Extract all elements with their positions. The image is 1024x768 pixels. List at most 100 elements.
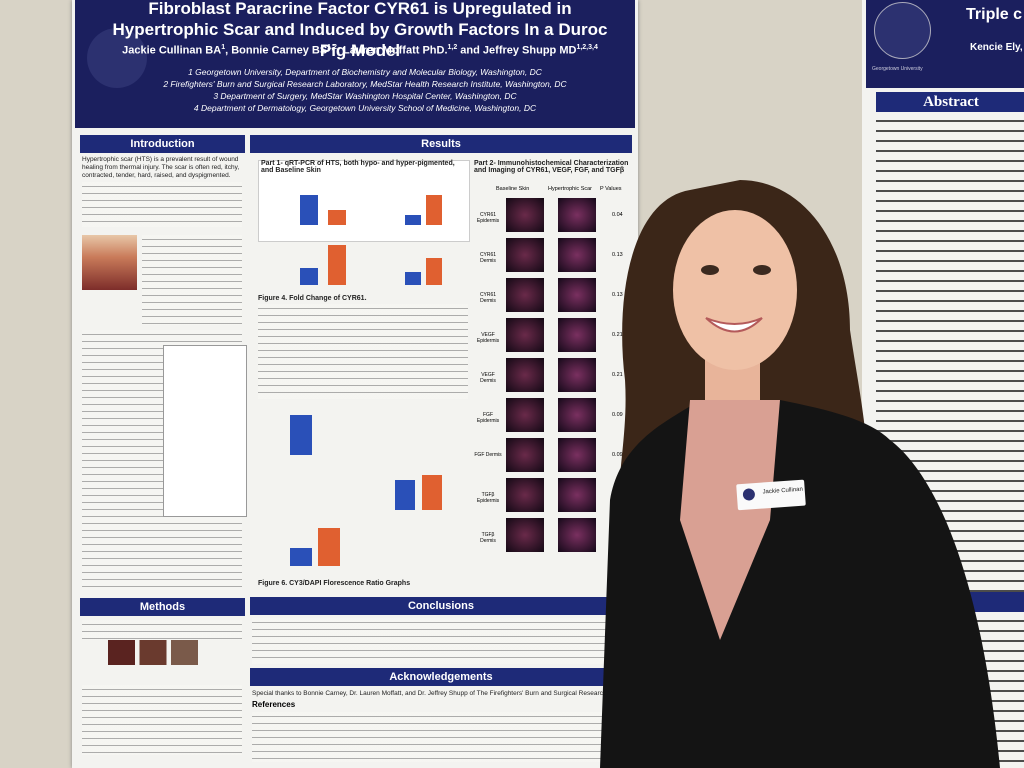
bar xyxy=(426,195,442,225)
author: , Bonnie Carney BS xyxy=(225,44,328,57)
bar xyxy=(290,548,312,566)
row-label: FGF Dermis xyxy=(474,452,502,458)
p-value: 0.21 xyxy=(612,372,623,378)
section-heading: References xyxy=(252,700,296,709)
affiliation: 3 Department of Surgery, MedStar Washing… xyxy=(213,91,517,101)
logo xyxy=(87,28,147,88)
bar xyxy=(405,272,421,285)
figure xyxy=(82,235,137,290)
affiliations: 1 Georgetown University, Department of B… xyxy=(135,66,595,114)
poster-title: Fibroblast Paracrine Factor CYR61 is Upr… xyxy=(112,0,608,60)
row-label: CYR61 Dermis xyxy=(479,252,497,264)
micrograph xyxy=(506,278,544,312)
section-heading-partial xyxy=(960,592,1024,612)
section-heading: Methods xyxy=(80,598,245,616)
name-tag-text: Jackie Cullinan xyxy=(762,487,803,496)
text-block xyxy=(82,685,242,755)
micrograph xyxy=(506,318,544,352)
figure-title: Part 2- Immunohistochemical Characteriza… xyxy=(474,160,629,174)
section-heading: Abstract xyxy=(876,92,1024,112)
row-label: CYR61 Epidermis xyxy=(476,212,500,224)
author: and Jeffrey Shupp MD xyxy=(457,44,577,57)
blouse xyxy=(680,400,780,640)
university: Georgetown University xyxy=(872,66,923,72)
section-heading: Conclusions xyxy=(250,597,632,615)
bar xyxy=(328,245,346,285)
micrograph xyxy=(506,398,544,432)
paragraph: Special thanks to Bonnie Carney, Dr. Lau… xyxy=(252,690,632,697)
bar xyxy=(318,528,340,566)
column-header: P Values xyxy=(600,186,622,192)
author-superscript: 1,2 xyxy=(447,44,458,51)
smile xyxy=(705,317,763,333)
bar xyxy=(395,480,415,510)
text-block xyxy=(82,182,242,227)
authors: Jackie Cullinan BA1, Bonnie Carney BS1,2… xyxy=(105,44,615,57)
row-label: CYR61 Dermis xyxy=(479,292,497,304)
author: Jackie Cullinan BA xyxy=(122,44,222,57)
micrograph xyxy=(506,478,544,512)
author-superscript: 1 xyxy=(221,44,226,51)
affiliation: 2 Firefighters' Burn and Surgical Resear… xyxy=(163,79,567,89)
micrograph xyxy=(558,238,596,272)
bar xyxy=(328,210,346,225)
bar xyxy=(300,195,318,225)
micrograph xyxy=(506,518,544,552)
micrograph xyxy=(558,198,596,232)
micrograph xyxy=(506,198,544,232)
row-label: TGFβ Epidermis xyxy=(476,492,500,504)
row-label: FGF Epidermis xyxy=(476,412,500,424)
affiliation: 1 Georgetown University, Department of B… xyxy=(188,67,542,77)
micrograph xyxy=(558,358,596,392)
p-value: 0.04 xyxy=(612,212,623,218)
micrograph xyxy=(558,478,596,512)
poster-title: Triple c xyxy=(966,6,1023,23)
text-block xyxy=(82,620,242,640)
micrograph xyxy=(558,518,596,552)
section-heading: Introduction xyxy=(80,135,245,153)
poster-header: Georgetown University Triple c Kencie El… xyxy=(866,0,1024,88)
pathway-figure xyxy=(163,345,247,517)
bar xyxy=(422,475,442,510)
micrograph xyxy=(506,238,544,272)
author-superscript: 1,2 xyxy=(327,44,337,51)
micrograph xyxy=(558,318,596,352)
section-heading: Results xyxy=(250,135,632,153)
author: , Lauren Moffatt PhD. xyxy=(336,44,448,57)
eye xyxy=(701,265,719,275)
blazer xyxy=(600,400,1000,768)
micrograph xyxy=(506,438,544,472)
poster-header: Fibroblast Paracrine Factor CYR61 is Upr… xyxy=(75,0,635,128)
text-block xyxy=(252,618,630,664)
micrograph xyxy=(558,398,596,432)
image-grid: Baseline Skin Hypertrophic Scar P Values CY… xyxy=(474,186,632,556)
bar xyxy=(300,268,318,285)
p-value: 0.09 xyxy=(612,452,623,458)
logo xyxy=(874,2,931,59)
section-heading: Acknowledgements xyxy=(250,668,632,686)
paragraph: Hypertrophic scar (HTS) is a prevalent r… xyxy=(82,156,240,179)
micrograph xyxy=(558,278,596,312)
caption: Figure 6. CY3/DAPI Florescence Ratio Gra… xyxy=(258,580,411,587)
author-superscript: 1,2,3,4 xyxy=(576,44,598,51)
row-label: TGFβ Dermis xyxy=(480,532,496,544)
p-value: 0.13 xyxy=(612,252,623,258)
micrograph xyxy=(506,358,544,392)
figure xyxy=(108,640,198,665)
text-block xyxy=(252,712,630,762)
bar xyxy=(290,415,312,455)
figure-title: Part 1- qRT-PCR of HTS, both hypo- and h… xyxy=(261,160,455,174)
caption: Figure 4. Fold Change of CYR61. xyxy=(258,295,367,302)
text-block xyxy=(258,304,468,399)
p-value: 0.09 xyxy=(612,412,623,418)
p-value: 0.21 xyxy=(612,332,623,338)
micrograph xyxy=(558,438,596,472)
bar xyxy=(426,258,442,285)
column-header: Hypertrophic Scar xyxy=(548,186,593,192)
text-block xyxy=(142,235,242,325)
name-tag: Jackie Cullinan xyxy=(736,479,806,511)
row-label: VEGF Epidermis xyxy=(476,332,500,344)
bar xyxy=(318,415,340,455)
